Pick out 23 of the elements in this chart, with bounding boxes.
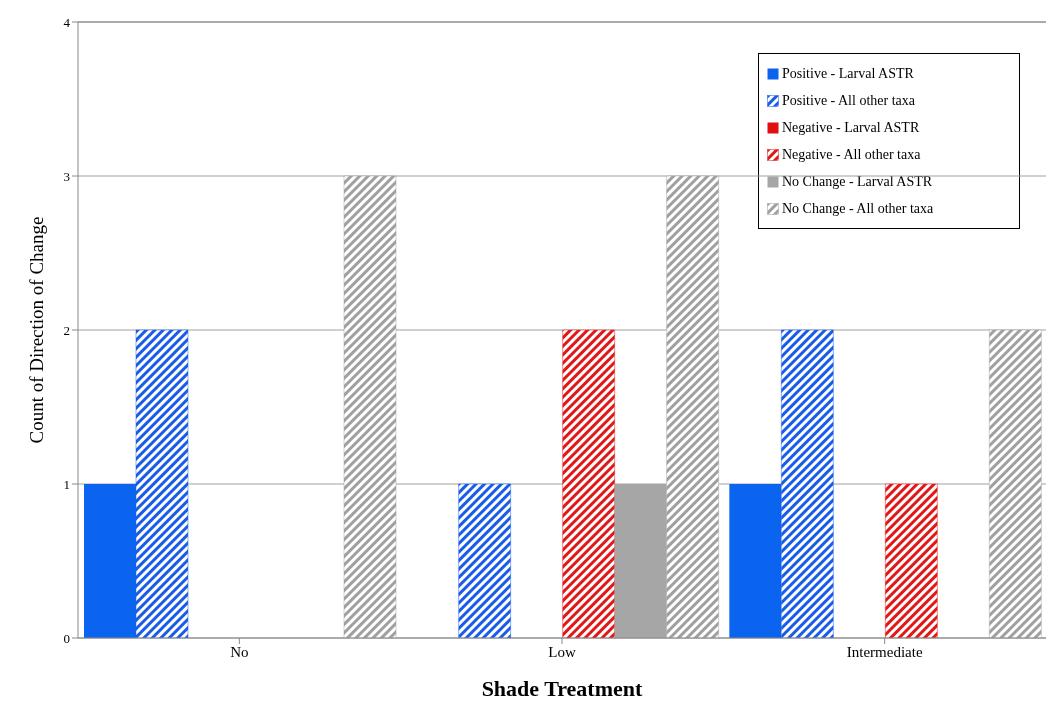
x-tick-label: Low [548, 643, 576, 660]
x-axis-title: Shade Treatment [481, 676, 644, 701]
bar [562, 329, 615, 638]
bar [781, 329, 834, 638]
y-tick-label: 0 [63, 630, 70, 646]
bar [885, 483, 938, 638]
legend-label: Negative - Larval ASTR [782, 119, 920, 136]
bar [458, 483, 511, 638]
x-tick-label: Intermediate [846, 643, 923, 660]
legend-label: Negative - All other taxa [782, 146, 921, 163]
y-tick-label: 1 [63, 476, 70, 492]
x-tick-label: No [230, 643, 249, 660]
bar [84, 484, 136, 638]
y-tick-label: 2 [63, 322, 70, 338]
y-tick-label: 4 [63, 14, 71, 30]
legend-label: Positive - Larval ASTR [782, 65, 914, 82]
legend-label: No Change - Larval ASTR [782, 173, 933, 190]
y-axis-title: Count of Direction of Change [25, 216, 47, 444]
y-tick-label: 3 [63, 168, 70, 184]
bar [135, 329, 189, 638]
legend-label: No Change - All other taxa [782, 200, 934, 217]
legend-label: Positive - All other taxa [782, 92, 915, 109]
bar [729, 484, 782, 638]
